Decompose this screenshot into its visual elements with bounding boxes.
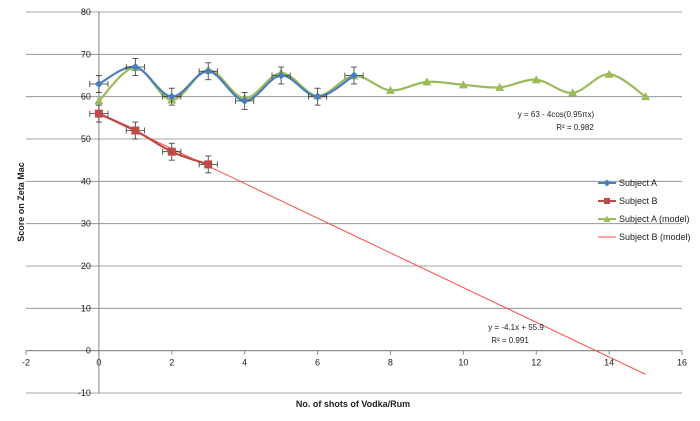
series-line <box>98 112 209 166</box>
y-tick-label: 20 <box>81 261 91 271</box>
point-triangle <box>385 85 395 94</box>
y-tick-label: -10 <box>78 388 91 398</box>
legend-label: Subject A <box>619 178 657 188</box>
legend-marker-square <box>604 198 610 204</box>
y-tick-label: 50 <box>81 134 91 144</box>
x-tick-label: -2 <box>22 358 30 368</box>
point-diamond <box>313 92 322 101</box>
series-subject-b <box>89 104 218 174</box>
x-tick-label: 2 <box>169 358 174 368</box>
point-triangle <box>531 75 541 84</box>
series-subject-a <box>89 58 364 110</box>
y-tick-label: 10 <box>81 303 91 313</box>
point-triangle <box>422 77 432 86</box>
y-tick-labels: -10 0 10 20 30 40 50 60 70 80 <box>78 7 91 398</box>
legend-label: Subject B <box>619 196 658 206</box>
point-square <box>204 160 213 169</box>
legend-label: Subject B (model) <box>619 232 691 242</box>
x-tick-label: 16 <box>677 358 687 368</box>
legend-label: Subject A (model) <box>619 214 690 224</box>
point-diamond <box>240 96 249 105</box>
legend-marker-triangle <box>603 215 611 222</box>
y-axis-title: Score on Zeta Mac <box>16 162 26 242</box>
point-square <box>167 147 176 156</box>
point-diamond <box>204 67 213 76</box>
point-triangle <box>641 92 651 101</box>
annotation-b-r-squared: R² = 0.991 <box>491 336 529 345</box>
point-triangle <box>568 88 578 97</box>
legend: Subject A Subject B Subject A (model) Su… <box>598 178 691 242</box>
annotation-subject-a-model: y = 63 - 4cos(0.95πx) R² = 0.982 <box>518 110 595 132</box>
annotation-b-equation: y = -4.1x + 55.9 <box>488 323 544 332</box>
legend-item-subject-a: Subject A <box>598 178 657 188</box>
point-square <box>131 126 140 135</box>
point-triangle <box>94 96 104 105</box>
series-line <box>98 113 646 375</box>
y-tick-label: 30 <box>81 219 91 229</box>
point-diamond <box>277 71 286 80</box>
legend-item-subject-a-model: Subject A (model) <box>598 214 690 224</box>
legend-item-subject-b: Subject B <box>598 196 658 206</box>
point-diamond <box>350 71 358 80</box>
x-tick-label: 0 <box>96 358 101 368</box>
x-tick-label: 10 <box>458 358 468 368</box>
y-tick-label: 80 <box>81 7 91 17</box>
point-diamond <box>94 79 103 88</box>
x-tick-label: 4 <box>242 358 247 368</box>
x-axis-title: No. of shots of Vodka/Rum <box>296 399 410 409</box>
annotation-subject-b-model: y = -4.1x + 55.9 R² = 0.991 <box>488 323 544 345</box>
x-tick-label: 14 <box>604 358 614 368</box>
legend-item-subject-b-model: Subject B (model) <box>598 232 691 242</box>
x-tick-label: 12 <box>531 358 541 368</box>
x-tick-labels: -2 0 2 4 6 8 10 12 14 16 <box>22 358 687 368</box>
x-tick-label: 6 <box>315 358 320 368</box>
series-marks <box>89 58 651 375</box>
point-triangle <box>604 69 614 78</box>
point-triangle <box>458 80 468 89</box>
series-subject-a-model <box>94 62 651 105</box>
annotation-a-r-squared: R² = 0.982 <box>556 123 594 132</box>
series-subject-b-model <box>98 113 646 375</box>
y-tick-label: 70 <box>81 49 91 59</box>
point-triangle <box>495 82 505 91</box>
legend-marker-diamond <box>603 179 611 187</box>
y-tick-label: 40 <box>81 176 91 186</box>
point-diamond <box>131 63 140 72</box>
y-tick-label: 0 <box>86 346 91 356</box>
x-tick-label: 8 <box>388 358 393 368</box>
point-square <box>94 109 103 118</box>
point-diamond <box>167 92 176 101</box>
y-tick-label: 60 <box>81 92 91 102</box>
annotation-a-equation: y = 63 - 4cos(0.95πx) <box>518 110 595 119</box>
